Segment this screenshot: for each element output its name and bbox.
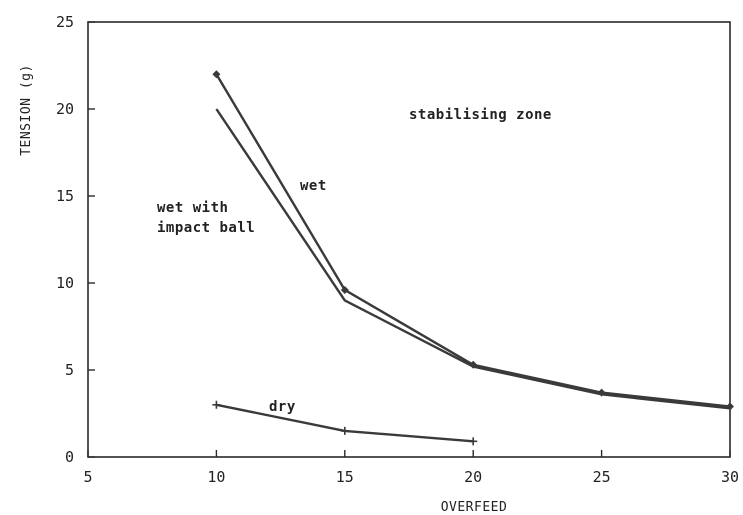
- x-tick-label: 30: [721, 468, 739, 486]
- series-layer: [212, 70, 734, 446]
- y-axis-title: TENSION (g): [19, 64, 34, 156]
- y-tick-label: 20: [56, 100, 74, 118]
- y-axis-ticks: 0 5 10 15 20 25: [56, 13, 95, 466]
- annotation-dry: dry: [269, 399, 296, 415]
- annotation-wet-with-line1: wet with: [157, 200, 228, 216]
- data-point-dry: [340, 426, 349, 435]
- x-axis-ticks: 5 10 15 20 25 30: [83, 450, 739, 486]
- data-point-wet: [726, 402, 734, 411]
- annotation-stabilising-zone: stabilising zone: [409, 107, 552, 123]
- x-tick-label: 25: [593, 468, 611, 486]
- data-point-wet: [212, 70, 221, 79]
- plot-frame: [87, 21, 731, 458]
- series-line-wet: [215, 73, 731, 408]
- series-line-wet-with-impact-ball: [215, 108, 731, 410]
- y-tick-label: 10: [56, 274, 74, 292]
- y-tick-label: 15: [56, 187, 74, 205]
- data-point-dry: [469, 437, 478, 446]
- y-tick-label: 5: [65, 361, 74, 379]
- data-point-dry: [212, 400, 221, 409]
- x-tick-label: 5: [83, 468, 92, 486]
- series-line-dry: [216, 403, 474, 443]
- x-tick-label: 20: [464, 468, 482, 486]
- data-point-wet: [340, 285, 349, 294]
- x-tick-label: 15: [336, 468, 354, 486]
- annotation-wet-with-line2: impact ball: [157, 220, 255, 236]
- y-tick-label: 25: [56, 13, 74, 31]
- y-tick-label: 0: [65, 448, 74, 466]
- x-axis-title: OVERFEED: [441, 500, 508, 515]
- annotation-wet: wet: [300, 178, 327, 194]
- x-tick-label: 10: [207, 468, 225, 486]
